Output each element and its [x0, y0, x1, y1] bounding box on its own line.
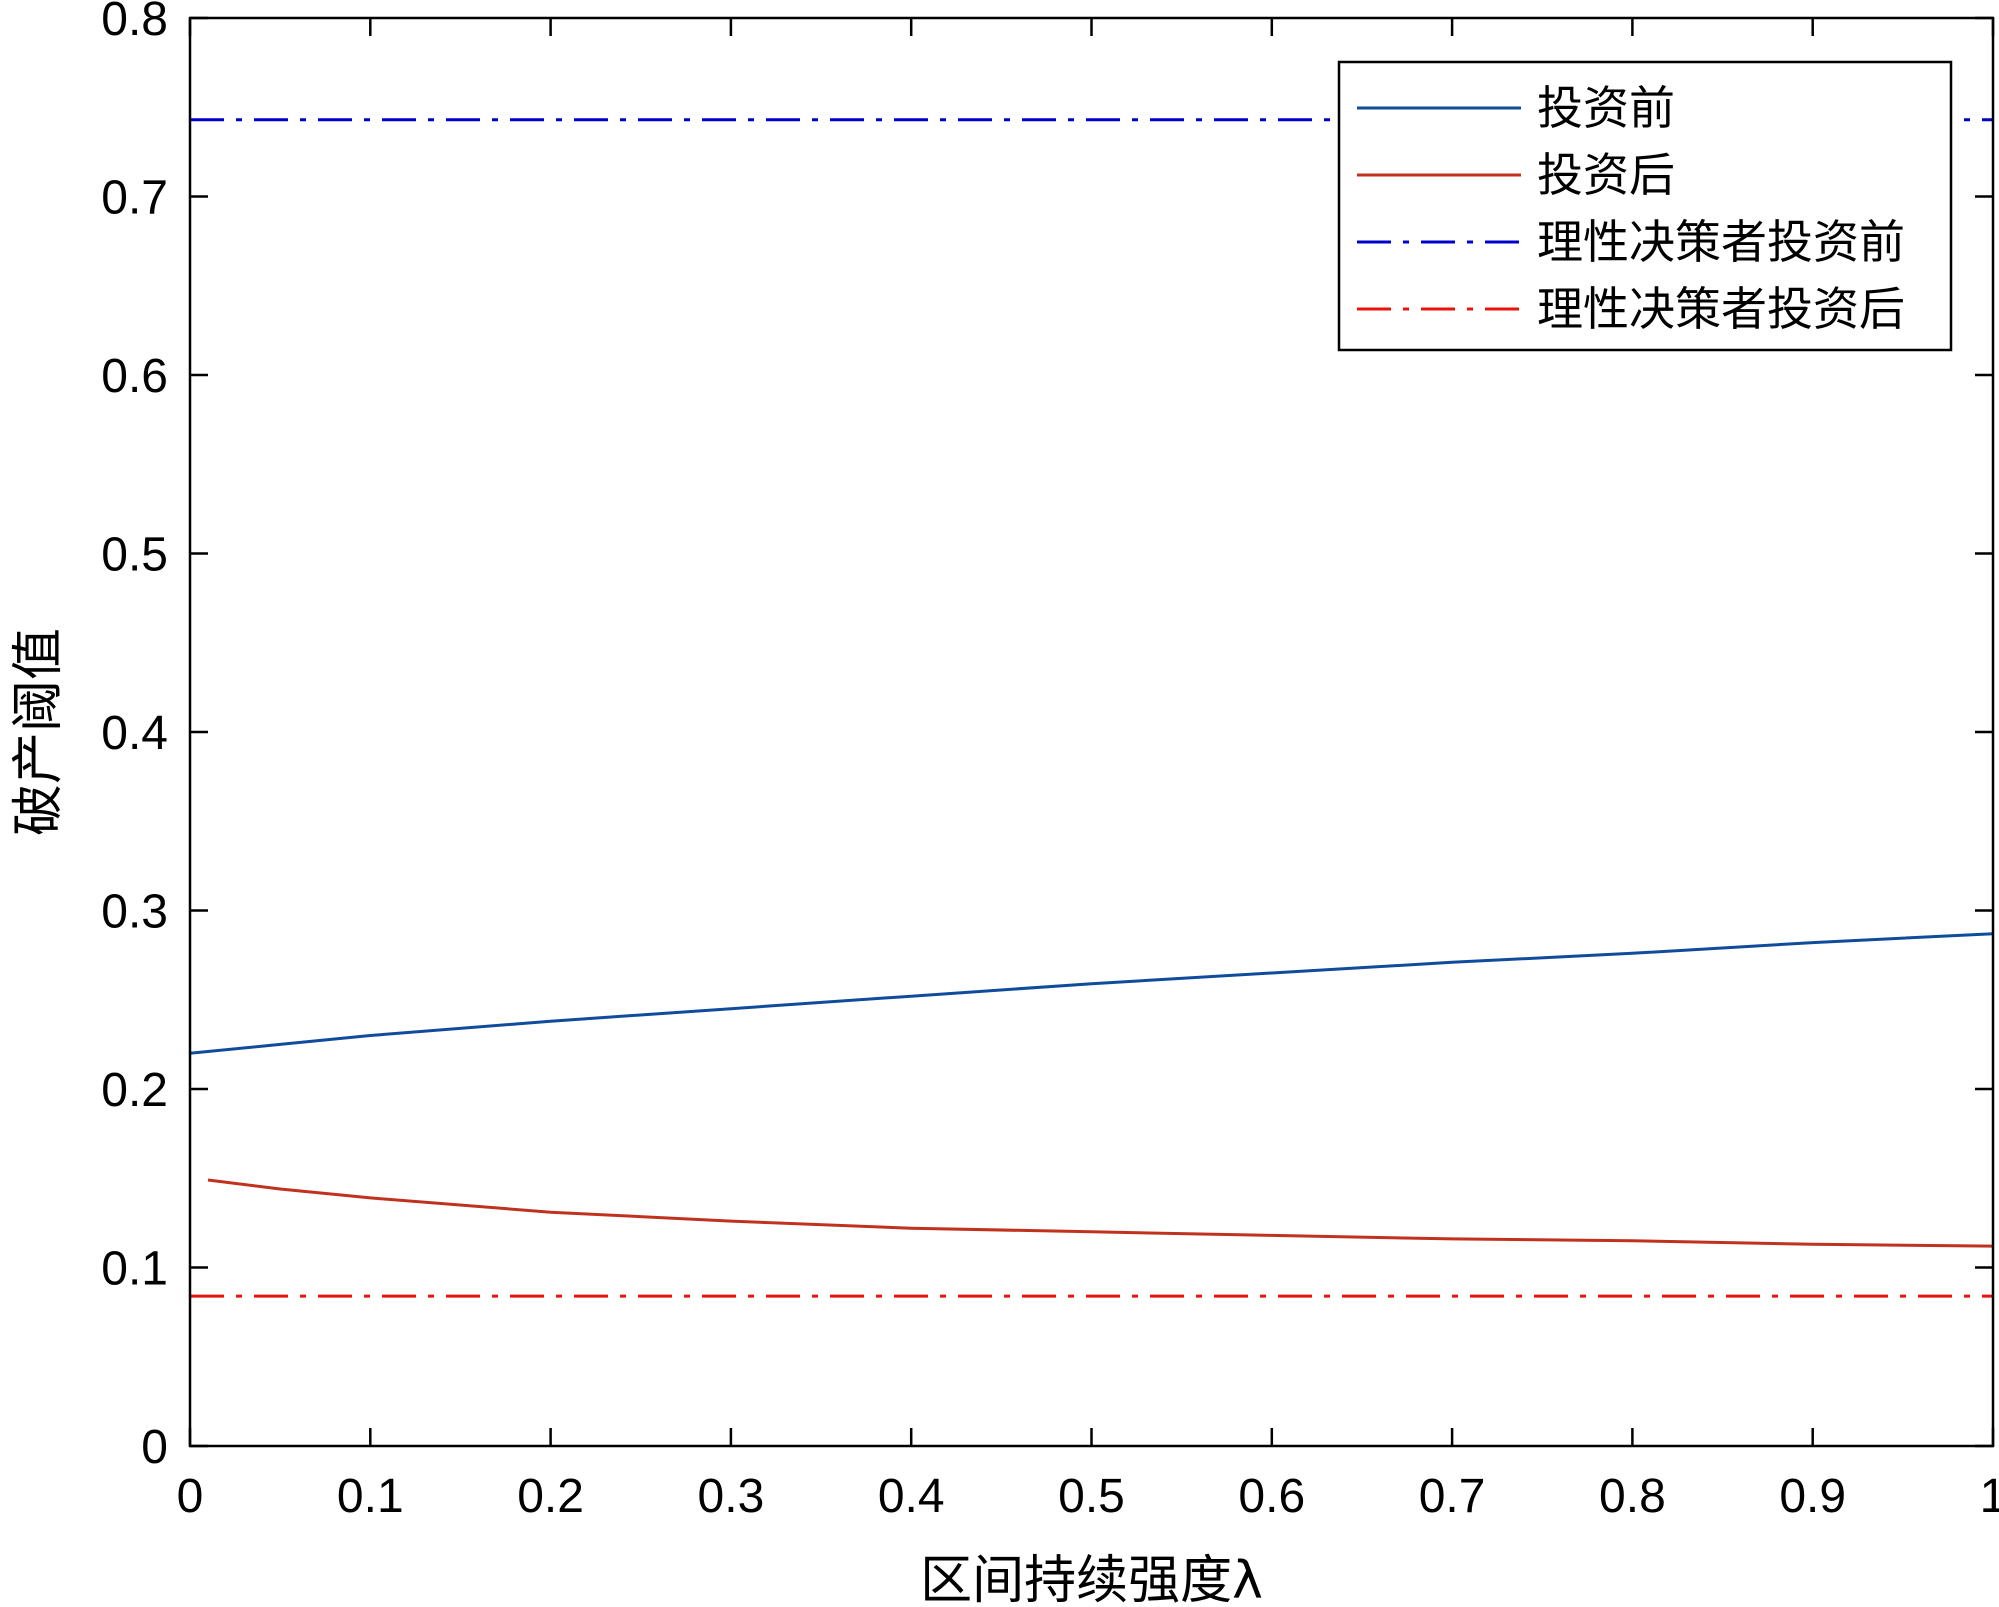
- x-axis: 0 0.1 0.2 0.3 0.4 0.5 0.6 0.7 0.8 0.9 1: [177, 18, 1999, 1523]
- x-tick-label: 0: [177, 1470, 204, 1523]
- x-tick-label: 0.4: [878, 1470, 945, 1523]
- x-tick-label: 0.6: [1238, 1470, 1305, 1523]
- legend-label: 投资后: [1537, 148, 1675, 202]
- y-tick-label: 0.8: [101, 0, 168, 46]
- legend-label: 投资前: [1537, 81, 1675, 135]
- x-tick-label: 0.8: [1599, 1470, 1666, 1523]
- series-line: [207, 1178, 1994, 1248]
- y-tick-label: 0.2: [101, 1064, 168, 1117]
- y-tick-label: 0.6: [101, 350, 168, 403]
- y-tick-label: 0.3: [101, 886, 168, 939]
- y-tick-label: 0.1: [101, 1243, 168, 1296]
- y-tick-label: 0.4: [101, 707, 168, 760]
- legend-label: 理性决策者投资前: [1537, 215, 1905, 269]
- y-tick-label: 0.5: [101, 529, 168, 582]
- x-tick-label: 0.2: [517, 1470, 584, 1523]
- y-tick-label: 0: [141, 1421, 168, 1474]
- legend-label: 理性决策者投资后: [1537, 282, 1905, 336]
- x-tick-label: 0.3: [698, 1470, 765, 1523]
- legend-box: [1337, 60, 1953, 352]
- y-axis-title: 破产阈值: [9, 628, 69, 836]
- series-line: [189, 932, 1994, 1055]
- x-axis-title: 区间持续强度λ: [920, 1551, 1263, 1607]
- x-tick-label: 1: [1980, 1470, 1999, 1523]
- y-tick-label: 0.7: [101, 172, 168, 225]
- x-tick-label: 0.5: [1058, 1470, 1125, 1523]
- x-tick-label: 0.7: [1419, 1470, 1486, 1523]
- y-axis: 0 0.1 0.2 0.3 0.4 0.5 0.6 0.7 0.8: [101, 0, 1993, 1474]
- x-tick-label: 0.9: [1779, 1470, 1846, 1523]
- x-tick-label: 0.1: [337, 1470, 404, 1523]
